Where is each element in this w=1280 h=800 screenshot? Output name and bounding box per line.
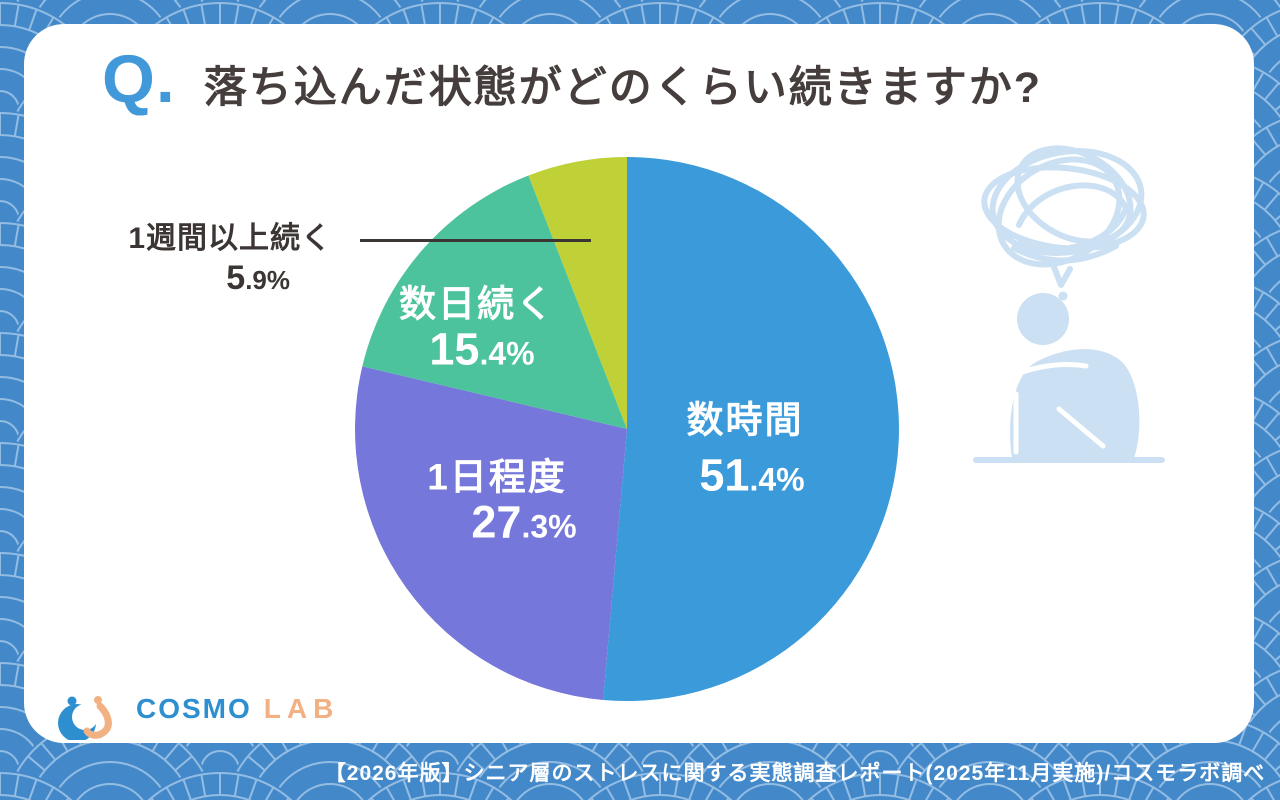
logo-text-lab: LAB	[263, 693, 340, 724]
slice-percent-hours: 51.4%	[699, 453, 804, 498]
slice-label-hours: 数時間	[686, 399, 804, 441]
leader-line	[360, 239, 591, 242]
percent-main: 51	[699, 449, 750, 501]
percent-sub: .4%	[749, 461, 805, 498]
percent-main: 5	[226, 259, 246, 297]
pie-slice-4	[528, 157, 627, 429]
pie-slice-2	[355, 366, 627, 700]
slice-label-text: 1週間以上続く	[128, 222, 332, 255]
percent-main: 27	[471, 496, 522, 548]
pie-slice-3	[362, 175, 627, 429]
sitting-person-icon	[973, 293, 1165, 463]
tangled-thoughts-scribble-icon	[981, 145, 1147, 301]
slice-label-few-days: 数日続く	[399, 283, 555, 325]
question-mark-q: Q.	[102, 41, 176, 117]
percent-sub: .4%	[479, 335, 535, 372]
logo-text-cosmo: COSMO	[136, 693, 252, 724]
cosmo-lab-logo-icon	[58, 696, 112, 740]
slice-label-over-one-week: 1週間以上続く 5.9%	[116, 222, 332, 295]
percent-sub: .9%	[245, 265, 290, 295]
slice-percent-few-days: 15.4%	[429, 327, 534, 372]
title-row: Q. 落ち込んだ状態がどのくらい続きますか?	[102, 40, 1042, 118]
percent-sub: .3%	[521, 508, 577, 545]
slice-percent-over-one-week: 5.9%	[116, 261, 332, 295]
cosmo-lab-logo: COSMO LAB	[42, 678, 339, 740]
worried-person-illustration	[973, 145, 1165, 463]
slice-label-one-day: 1日程度	[427, 456, 567, 498]
percent-main: 15	[429, 323, 480, 375]
page-title: 落ち込んだ状態がどのくらい続きますか?	[203, 64, 1043, 112]
pie-slice-1	[603, 157, 899, 701]
pie-chart	[355, 157, 899, 701]
footer-caption: 【2026年版】シニア層のストレスに関する実態調査レポート(2025年11月実施…	[324, 762, 1266, 785]
slice-percent-one-day: 27.3%	[471, 500, 576, 545]
